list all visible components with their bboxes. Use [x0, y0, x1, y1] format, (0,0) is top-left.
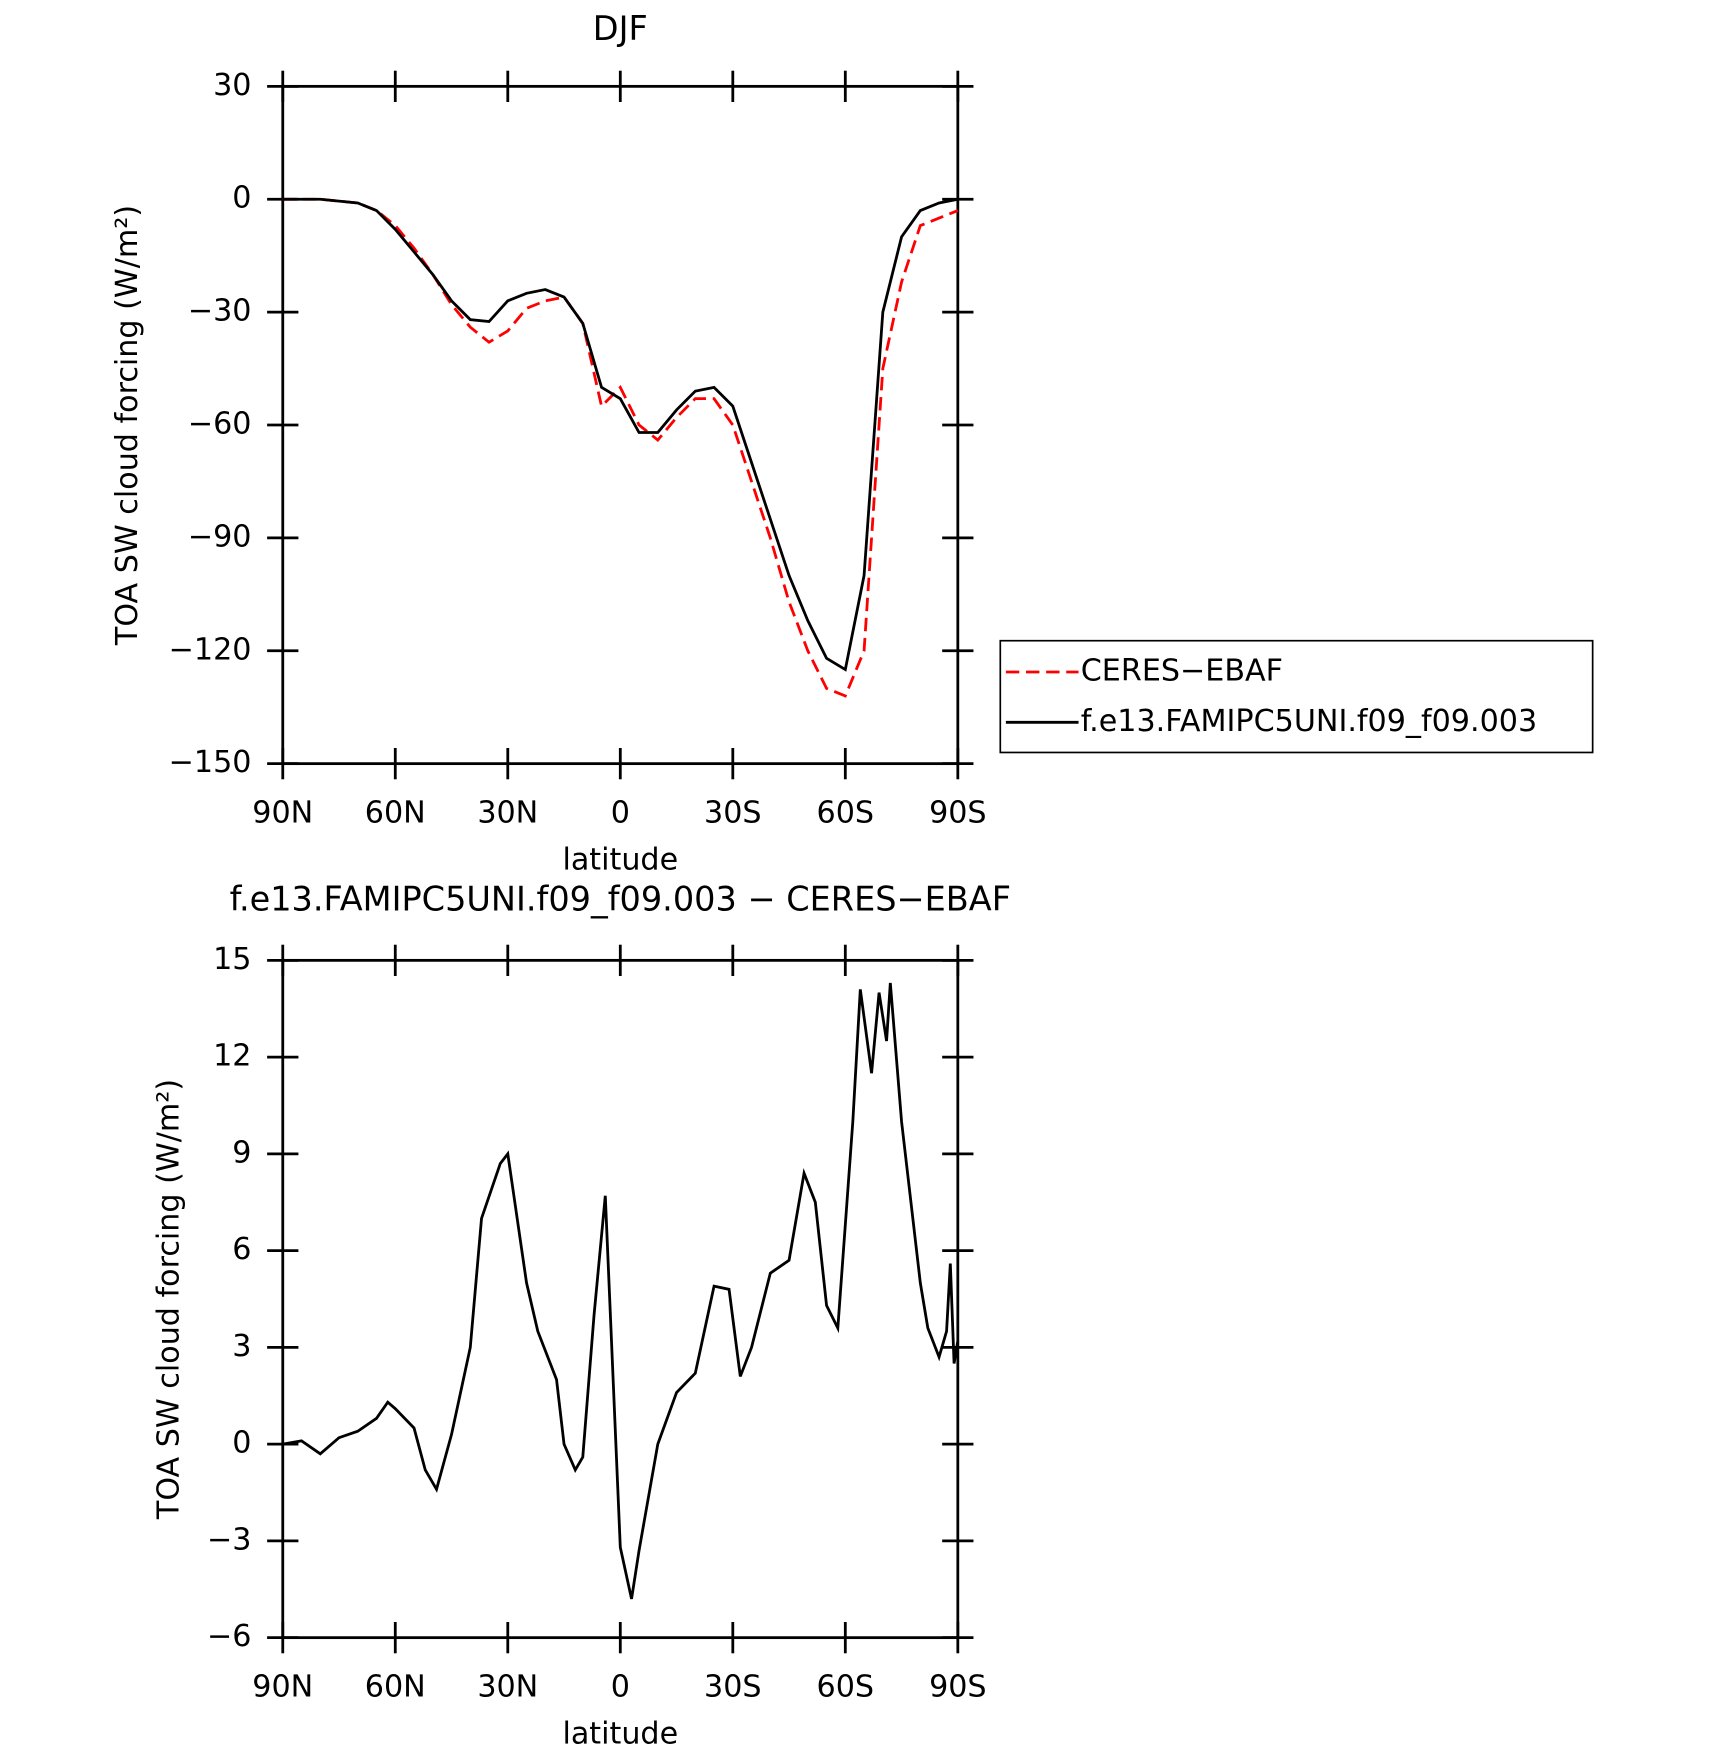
y-axis-label: TOA SW cloud forcing (W/m²) — [110, 205, 145, 646]
x-axis-label: latitude — [562, 842, 678, 877]
chart-title: f.e13.FAMIPC5UNI.f09_f09.003 − CERES−EBA… — [230, 880, 1011, 919]
x-tick-label: 60S — [817, 795, 875, 830]
y-tick-label: 30 — [213, 68, 251, 103]
y-axis-label: TOA SW cloud forcing (W/m²) — [151, 1079, 186, 1520]
x-tick-label: 60N — [365, 1669, 426, 1704]
plot-frame — [281, 84, 960, 766]
data-line — [282, 197, 959, 672]
legend-label: f.e13.FAMIPC5UNI.f09_f09.003 — [1081, 704, 1537, 739]
y-tick-label: 12 — [213, 1039, 251, 1074]
x-tick-label: 90S — [929, 1669, 987, 1704]
x-tick-label: 30S — [704, 795, 762, 830]
y-tick-label: −120 — [169, 632, 252, 667]
y-tick-label: 9 — [232, 1135, 251, 1170]
y-tick-label: 0 — [232, 181, 251, 216]
x-axis-label: latitude — [562, 1716, 678, 1751]
y-tick-label: −3 — [207, 1522, 251, 1557]
legend-label: CERES−EBAF — [1081, 653, 1283, 688]
data-line — [282, 982, 960, 1600]
x-tick-label: 60N — [365, 795, 426, 830]
x-tick-label: 30N — [477, 795, 538, 830]
x-tick-label: 0 — [611, 1669, 630, 1704]
legend-box — [999, 639, 1594, 754]
x-tick-label: 30N — [477, 1669, 538, 1704]
x-tick-label: 0 — [611, 795, 630, 830]
x-tick-label: 90N — [252, 1669, 313, 1704]
y-tick-label: 3 — [232, 1329, 251, 1364]
y-tick-label: −150 — [169, 745, 252, 780]
chart-title: DJF — [593, 9, 648, 48]
y-tick-label: −60 — [188, 407, 252, 442]
x-tick-label: 90N — [252, 795, 313, 830]
x-tick-label: 60S — [817, 1669, 875, 1704]
y-tick-label: −30 — [188, 294, 252, 329]
y-tick-label: 6 — [232, 1232, 251, 1267]
data-line — [282, 197, 959, 698]
y-tick-label: 15 — [213, 942, 251, 977]
y-tick-label: 0 — [232, 1426, 251, 1461]
y-tick-label: −90 — [188, 519, 252, 554]
y-tick-label: −6 — [207, 1619, 251, 1654]
x-tick-label: 90S — [929, 795, 987, 830]
x-tick-label: 30S — [704, 1669, 762, 1704]
